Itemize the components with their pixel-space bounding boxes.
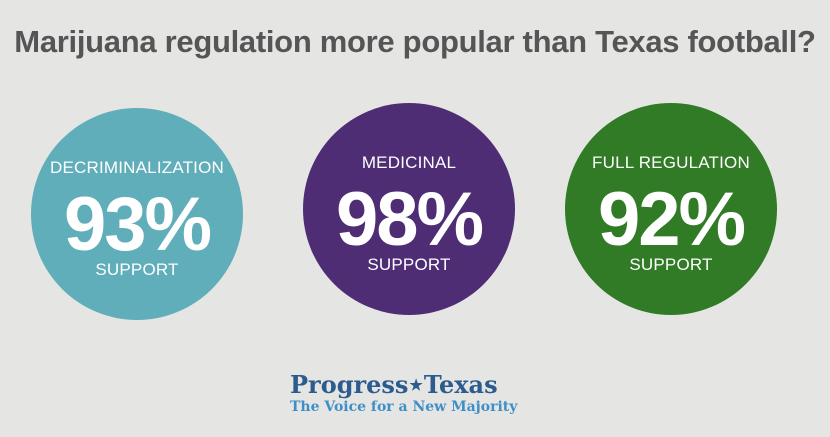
circle-support-label: SUPPORT bbox=[95, 260, 179, 279]
progress-texas-logo: Progress★Texas The Voice for a New Major… bbox=[290, 372, 550, 416]
circle-support-label: SUPPORT bbox=[367, 255, 451, 274]
circle-percentage: 92% bbox=[597, 177, 746, 262]
circle-label: FULL REGULATION bbox=[592, 153, 750, 172]
star-icon: ★ bbox=[409, 376, 423, 394]
logo-word-texas: Texas bbox=[423, 370, 498, 399]
logo-tagline: The Voice for a New Majority bbox=[290, 399, 518, 415]
circle-percentage: 93% bbox=[63, 182, 212, 267]
decriminalization-circle: DECRIMINALIZATION 93% SUPPORT bbox=[31, 108, 243, 320]
circle-label: DECRIMINALIZATION bbox=[49, 158, 225, 177]
full-regulation-circle: FULL REGULATION 92% SUPPORT bbox=[565, 103, 777, 315]
circle-support-label: SUPPORT bbox=[629, 255, 713, 274]
page-title: Marijuana regulation more popular than T… bbox=[14, 24, 816, 59]
logo-wordmark: Progress★Texas bbox=[290, 372, 550, 398]
logo-word-progress: Progress bbox=[290, 370, 409, 399]
medicinal-circle: MEDICINAL 98% SUPPORT bbox=[303, 103, 515, 315]
circle-percentage: 98% bbox=[335, 177, 484, 262]
circle-label: MEDICINAL bbox=[361, 153, 457, 172]
